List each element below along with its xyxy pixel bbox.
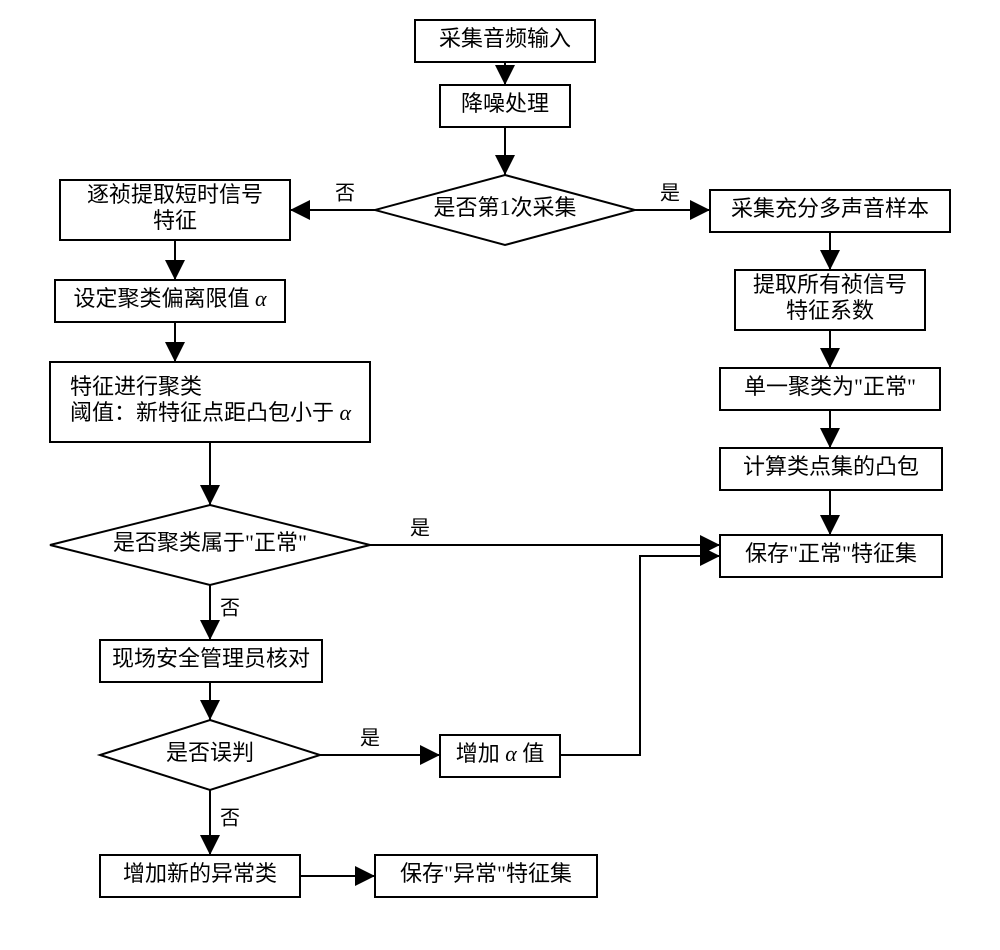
flowchart-canvas: 采集音频输入降噪处理是否第1次采集采集充分多声音样本提取所有祯信号特征系数单一聚…	[0, 0, 1000, 950]
node-n7: 计算类点集的凸包	[720, 448, 942, 490]
node-m1: 增加 α 值	[440, 735, 560, 777]
node-n2-text-0: 降噪处理	[461, 91, 549, 116]
node-n6: 单一聚类为"正常"	[720, 368, 940, 410]
node-n3-text-0: 是否第1次采集	[433, 195, 576, 220]
node-l3-text-1: 阈值：新特征点距凸包小于 α	[70, 400, 352, 425]
node-n5: 提取所有祯信号特征系数	[735, 270, 925, 330]
node-n3: 是否第1次采集	[375, 175, 635, 245]
node-n2: 降噪处理	[440, 85, 570, 127]
node-d3-text-0: 是否误判	[166, 740, 254, 765]
node-d2: 是否聚类属于"正常"	[50, 505, 370, 585]
node-l2-text-0: 设定聚类偏离限值 α	[73, 286, 267, 311]
edge-3-label: 否	[335, 183, 355, 205]
node-d2-text-0: 是否聚类属于"正常"	[113, 530, 307, 555]
node-n5-text-0: 提取所有祯信号	[753, 272, 907, 297]
edge-2-label: 是	[660, 183, 680, 205]
edge-11-label: 是	[410, 518, 430, 540]
node-l3-text-0: 特征进行聚类	[70, 374, 202, 399]
node-l5-text-0: 增加新的异常类	[123, 861, 277, 886]
node-n1: 采集音频输入	[415, 20, 595, 62]
node-n7-text-0: 计算类点集的凸包	[743, 454, 919, 479]
node-n4: 采集充分多声音样本	[710, 190, 950, 232]
node-l4: 现场安全管理员核对	[100, 640, 322, 682]
node-n1-text-0: 采集音频输入	[439, 26, 571, 51]
edge-15	[560, 556, 720, 755]
node-n8: 保存"正常"特征集	[720, 535, 942, 577]
node-l4-text-0: 现场安全管理员核对	[112, 646, 310, 671]
edge-16-label: 否	[220, 808, 240, 830]
node-l1-text-0: 逐祯提取短时信号	[87, 182, 263, 207]
node-l6-text-0: 保存"异常"特征集	[400, 861, 572, 886]
node-n6-text-0: 单一聚类为"正常"	[744, 374, 916, 399]
node-n8-text-0: 保存"正常"特征集	[745, 541, 917, 566]
node-d3: 是否误判	[100, 720, 320, 790]
node-l6: 保存"异常"特征集	[375, 855, 597, 897]
node-l5: 增加新的异常类	[100, 855, 300, 897]
node-l1: 逐祯提取短时信号特征	[60, 180, 290, 240]
node-l1-text-1: 特征	[153, 208, 197, 233]
node-n4-text-0: 采集充分多声音样本	[731, 196, 929, 221]
node-m1-text-0: 增加 α 值	[456, 741, 545, 766]
node-l2: 设定聚类偏离限值 α	[55, 280, 285, 322]
edge-12-label: 否	[220, 598, 240, 620]
node-n5-text-1: 特征系数	[786, 298, 874, 323]
edge-14-label: 是	[360, 728, 380, 750]
node-l3: 特征进行聚类阈值：新特征点距凸包小于 α	[50, 362, 370, 442]
